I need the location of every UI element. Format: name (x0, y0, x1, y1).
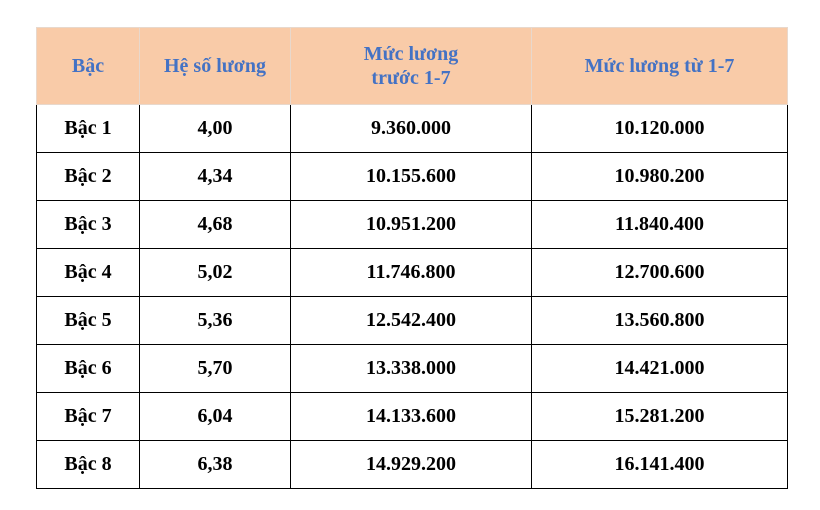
header-text: Mức lương từ 1-7 (584, 54, 735, 77)
table-cell: 16.141.400 (531, 440, 788, 489)
table-cell: Bậc 8 (36, 440, 140, 489)
table-body: Bậc 1 4,00 9.360.000 10.120.000 Bậc 2 4,34 10.… (36, 104, 788, 489)
table-cell: 9.360.000 (290, 104, 532, 153)
table-cell: 4,34 (139, 152, 291, 201)
table-cell: 13.560.800 (531, 296, 788, 345)
table-cell: 4,00 (139, 104, 291, 153)
table-cell: 10.980.200 (531, 152, 788, 201)
table-cell: 11.840.400 (531, 200, 788, 249)
table-cell: Bậc 5 (36, 296, 140, 345)
table-cell: 14.929.200 (290, 440, 532, 489)
table-header: Bậc Hệ số lương Mức lương trước 1-7 Mức lươ… (36, 27, 788, 105)
table-cell: 5,36 (139, 296, 291, 345)
header-text: Mức lương trước 1-7 (363, 43, 459, 89)
table-cell: 12.542.400 (290, 296, 532, 345)
table-cell: 11.746.800 (290, 248, 532, 297)
salary-table: Bậc Hệ số lương Mức lương trước 1-7 Mức lươ… (36, 27, 788, 489)
table-cell: 14.421.000 (531, 344, 788, 393)
table-row: Bậc 2 4,34 10.155.600 10.980.200 (36, 152, 788, 201)
table-cell: 10.951.200 (290, 200, 532, 249)
header-cell: Bậc (36, 27, 140, 105)
table-cell: 14.133.600 (290, 392, 532, 441)
table-cell: Bậc 4 (36, 248, 140, 297)
table-cell: 13.338.000 (290, 344, 532, 393)
header-text: Hệ số lương (164, 54, 266, 77)
header-text: Bậc (71, 54, 105, 77)
table-cell: 15.281.200 (531, 392, 788, 441)
header-cell: Hệ số lương (139, 27, 291, 105)
table-row: Bậc 4 5,02 11.746.800 12.700.600 (36, 248, 788, 297)
table-cell: Bậc 2 (36, 152, 140, 201)
table-cell: 6,04 (139, 392, 291, 441)
table-row: Bậc 5 5,36 12.542.400 13.560.800 (36, 296, 788, 345)
table-cell: 10.120.000 (531, 104, 788, 153)
table-cell: Bậc 6 (36, 344, 140, 393)
header-cell: Mức lương từ 1-7 (531, 27, 788, 105)
table-cell: 10.155.600 (290, 152, 532, 201)
table-row: Bậc 1 4,00 9.360.000 10.120.000 (36, 104, 788, 153)
table-cell: Bậc 1 (36, 104, 140, 153)
table-row: Bậc 6 5,70 13.338.000 14.421.000 (36, 344, 788, 393)
table-cell: 5,70 (139, 344, 291, 393)
header-row: Bậc Hệ số lương Mức lương trước 1-7 Mức lươ… (36, 27, 788, 105)
table-row: Bậc 3 4,68 10.951.200 11.840.400 (36, 200, 788, 249)
table-cell: 4,68 (139, 200, 291, 249)
table-cell: Bậc 7 (36, 392, 140, 441)
table-cell: 6,38 (139, 440, 291, 489)
table-cell: Bậc 3 (36, 200, 140, 249)
table-cell: 5,02 (139, 248, 291, 297)
table-row: Bậc 7 6,04 14.133.600 15.281.200 (36, 392, 788, 441)
table-cell: 12.700.600 (531, 248, 788, 297)
header-cell: Mức lương trước 1-7 (290, 27, 532, 105)
table-row: Bậc 8 6,38 14.929.200 16.141.400 (36, 440, 788, 489)
